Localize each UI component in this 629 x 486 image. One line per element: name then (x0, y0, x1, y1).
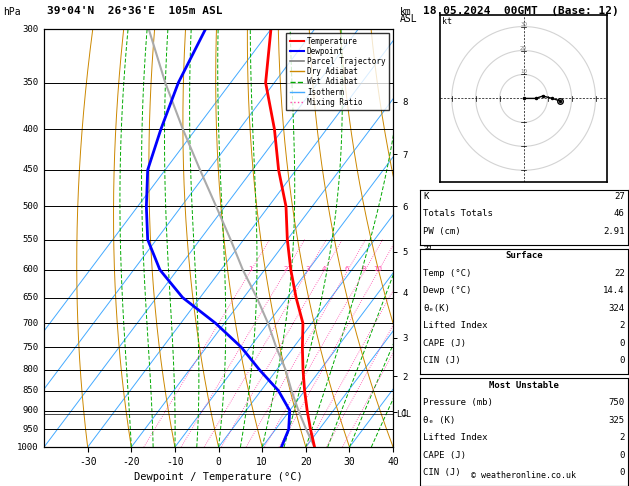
Text: 0: 0 (619, 339, 625, 348)
Text: 500: 500 (23, 202, 39, 211)
Text: © weatheronline.co.uk: © weatheronline.co.uk (472, 471, 576, 480)
Text: Most Unstable: Most Unstable (489, 381, 559, 390)
Text: 900: 900 (23, 406, 39, 415)
Text: 650: 650 (23, 293, 39, 302)
Text: 0: 0 (619, 356, 625, 365)
Text: 27: 27 (614, 192, 625, 201)
Text: 1: 1 (248, 266, 252, 272)
Text: 324: 324 (608, 304, 625, 313)
Text: 4: 4 (321, 266, 326, 272)
Text: CIN (J): CIN (J) (423, 468, 461, 477)
Text: 750: 750 (608, 398, 625, 407)
Text: 550: 550 (23, 235, 39, 244)
Text: 10: 10 (374, 266, 382, 272)
Text: 20: 20 (520, 46, 527, 51)
Text: 3: 3 (305, 266, 309, 272)
Text: 325: 325 (608, 416, 625, 425)
Text: 2: 2 (619, 321, 625, 330)
Text: CIN (J): CIN (J) (423, 356, 461, 365)
Text: Temp (°C): Temp (°C) (423, 269, 472, 278)
Text: Lifted Index: Lifted Index (423, 433, 488, 442)
Text: 600: 600 (23, 265, 39, 274)
Text: 22: 22 (614, 269, 625, 278)
Text: Mixing Ratio  (g/kg): Mixing Ratio (g/kg) (421, 209, 430, 309)
Text: 850: 850 (23, 386, 39, 395)
Text: hPa: hPa (3, 7, 21, 17)
Text: km: km (399, 7, 411, 17)
Text: Lifted Index: Lifted Index (423, 321, 488, 330)
Text: 2: 2 (619, 433, 625, 442)
Text: 39°04'N  26°36'E  105m ASL: 39°04'N 26°36'E 105m ASL (47, 6, 223, 16)
Text: 0: 0 (619, 468, 625, 477)
Legend: Temperature, Dewpoint, Parcel Trajectory, Dry Adiabat, Wet Adiabat, Isotherm, Mi: Temperature, Dewpoint, Parcel Trajectory… (286, 33, 389, 110)
X-axis label: Dewpoint / Temperature (°C): Dewpoint / Temperature (°C) (134, 472, 303, 483)
Text: 0: 0 (619, 451, 625, 460)
Text: 2.91: 2.91 (603, 227, 625, 236)
Text: CAPE (J): CAPE (J) (423, 339, 466, 348)
Text: Pressure (mb): Pressure (mb) (423, 398, 493, 407)
Text: PW (cm): PW (cm) (423, 227, 461, 236)
Text: θₑ (K): θₑ (K) (423, 416, 455, 425)
Text: K: K (423, 192, 429, 201)
Text: 700: 700 (23, 319, 39, 328)
Text: 10: 10 (520, 69, 527, 74)
Text: LCL: LCL (397, 410, 411, 419)
Text: 800: 800 (23, 365, 39, 374)
Text: θₑ(K): θₑ(K) (423, 304, 450, 313)
Text: 2: 2 (283, 266, 287, 272)
Text: Surface: Surface (505, 251, 543, 260)
Text: CAPE (J): CAPE (J) (423, 451, 466, 460)
Text: 30: 30 (520, 21, 527, 27)
Text: Totals Totals: Totals Totals (423, 209, 493, 219)
Text: 450: 450 (23, 165, 39, 174)
Text: 14.4: 14.4 (603, 286, 625, 295)
Text: ASL: ASL (399, 14, 417, 24)
Text: 1000: 1000 (17, 443, 39, 451)
Text: 300: 300 (23, 25, 39, 34)
Text: 400: 400 (23, 124, 39, 134)
Text: 46: 46 (614, 209, 625, 219)
Text: 8: 8 (362, 266, 367, 272)
Text: kt: kt (442, 17, 452, 26)
Text: Dewp (°C): Dewp (°C) (423, 286, 472, 295)
Text: 350: 350 (23, 78, 39, 87)
Text: 750: 750 (23, 343, 39, 352)
Text: 18.05.2024  00GMT  (Base: 12): 18.05.2024 00GMT (Base: 12) (423, 6, 618, 16)
Text: 6: 6 (345, 266, 349, 272)
Text: 950: 950 (23, 425, 39, 434)
